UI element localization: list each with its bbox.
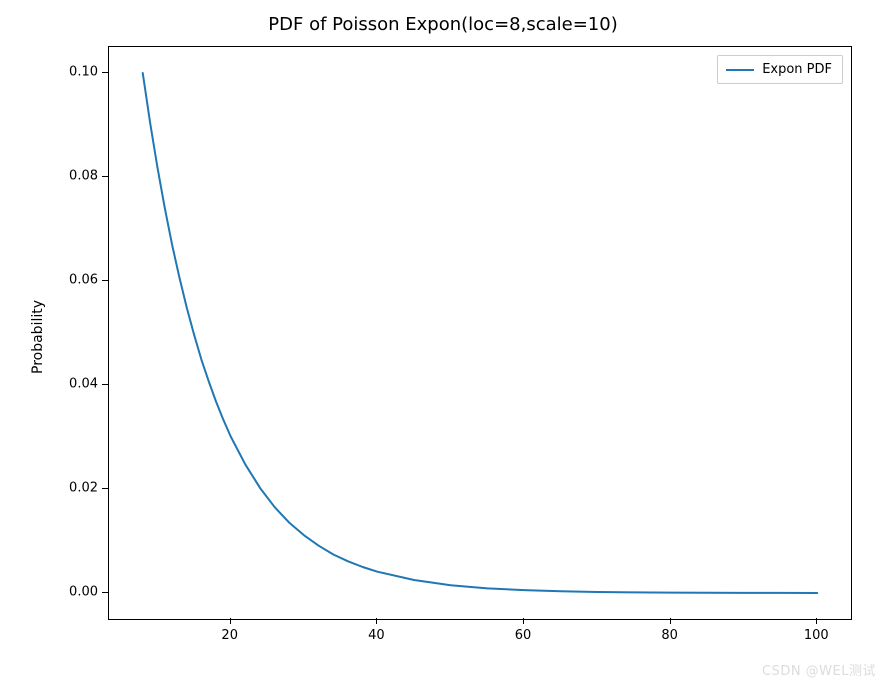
x-tick-label: 100 [804, 628, 829, 643]
series-line [143, 73, 818, 593]
line-layer [109, 47, 851, 619]
x-tick [230, 618, 231, 624]
x-tick-label: 60 [515, 628, 532, 643]
x-tick-label: 40 [368, 628, 385, 643]
y-tick-label: 0.06 [48, 273, 98, 288]
y-tick [102, 592, 108, 593]
y-axis-label: Probability [30, 300, 46, 374]
watermark: CSDN @WEL测试 [762, 660, 876, 679]
y-tick-label: 0.00 [48, 585, 98, 600]
y-tick-label: 0.10 [48, 65, 98, 80]
legend-line-icon [726, 69, 754, 71]
x-tick [523, 618, 524, 624]
figure: PDF of Poisson Expon(loc=8,scale=10) Pro… [0, 0, 886, 685]
y-tick [102, 488, 108, 489]
y-tick-label: 0.04 [48, 377, 98, 392]
y-tick [102, 384, 108, 385]
x-tick [376, 618, 377, 624]
x-tick [670, 618, 671, 624]
y-tick-label: 0.02 [48, 481, 98, 496]
y-tick [102, 280, 108, 281]
chart-title: PDF of Poisson Expon(loc=8,scale=10) [0, 14, 886, 35]
plot-area: Expon PDF [108, 46, 852, 620]
legend: Expon PDF [717, 55, 843, 84]
x-tick [816, 618, 817, 624]
x-tick-label: 80 [661, 628, 678, 643]
legend-label: Expon PDF [762, 62, 832, 77]
y-tick [102, 176, 108, 177]
y-tick [102, 72, 108, 73]
x-tick-label: 20 [221, 628, 238, 643]
y-tick-label: 0.08 [48, 169, 98, 184]
